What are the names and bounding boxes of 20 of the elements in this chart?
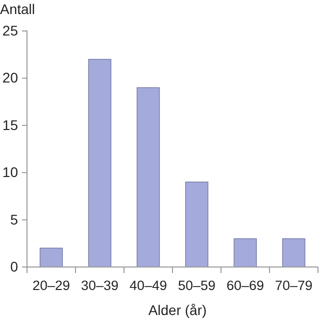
- x-tick-label: 60–69: [226, 278, 264, 293]
- y-tick-label: 5: [10, 211, 18, 228]
- y-tick-label: 0: [10, 258, 18, 274]
- bar: [136, 87, 160, 268]
- bar: [185, 182, 208, 268]
- y-tick-label: 15: [2, 116, 18, 133]
- x-tick-label: 40–49: [129, 278, 168, 293]
- bar: [282, 238, 306, 268]
- y-tick-label: 10: [2, 164, 18, 180]
- y-tick-label: 25: [2, 22, 18, 38]
- bar: [88, 58, 112, 268]
- x-tick-label: 20–29: [32, 278, 70, 293]
- y-tick-label: 20: [2, 70, 18, 86]
- bar: [40, 248, 63, 268]
- x-tick-label: 70–79: [274, 278, 313, 293]
- y-axis-title: Antall: [0, 1, 36, 17]
- bar: [234, 238, 257, 268]
- x-tick-label: 50–59: [178, 278, 216, 293]
- x-tick-label: 30–39: [80, 278, 119, 293]
- x-axis-title: Alder (år): [148, 302, 207, 318]
